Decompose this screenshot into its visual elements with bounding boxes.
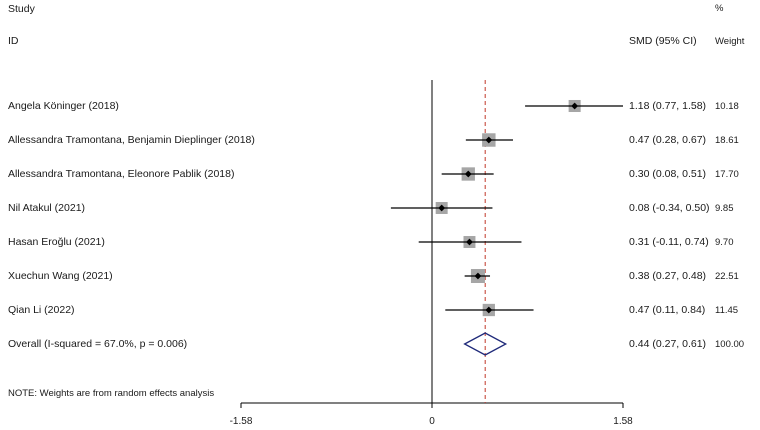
study-ci-text: 0.47 (0.11, 0.84)	[629, 304, 706, 316]
study-name: Xuechun Wang (2021)	[8, 270, 113, 282]
x-tick-label: 0	[429, 416, 435, 427]
study-ci-text: 0.31 (-0.11, 0.74)	[629, 236, 709, 248]
study-weight-text: 10.18	[715, 101, 739, 112]
study-name: Allessandra Tramontana, Benjamin Dieplin…	[8, 134, 255, 146]
study-weight-text: 17.70	[715, 169, 739, 180]
overall-weight-text: 100.00	[715, 339, 745, 350]
overall-ci-text: 0.44 (0.27, 0.61)	[629, 338, 707, 350]
study-ci-text: 0.08 (-0.34, 0.50)	[629, 202, 710, 214]
study-point-estimate	[485, 136, 493, 144]
overall-label: Overall (I-squared = 67.0%, p = 0.006)	[8, 338, 188, 350]
x-tick-label: -1.58	[230, 416, 253, 427]
study-point-estimate	[438, 204, 446, 212]
weight-column-header: Weight	[715, 36, 745, 47]
study-weight-text: 9.85	[715, 203, 734, 214]
study-ci-text: 0.47 (0.28, 0.67)	[629, 134, 707, 146]
study-ci-text: 0.38 (0.27, 0.48)	[629, 270, 707, 282]
study-name: Hasan Eroğlu (2021)	[8, 236, 105, 248]
study-point-estimate	[571, 102, 579, 110]
study-point-estimate	[466, 238, 473, 246]
study-point-estimate	[474, 272, 482, 280]
study-name: Qian Li (2022)	[8, 304, 75, 316]
study-name: Nil Atakul (2021)	[8, 202, 86, 214]
study-name: Angela Köninger (2018)	[8, 100, 119, 112]
study-point-estimate	[485, 306, 493, 314]
study-ci-text: 0.30 (0.08, 0.51)	[629, 168, 707, 180]
study-weight-text: 9.70	[715, 237, 734, 248]
study-point-estimate	[464, 170, 472, 178]
study-column-header: Study	[8, 3, 35, 15]
overall-diamond	[463, 332, 508, 356]
study-weight-text: 18.61	[715, 135, 739, 146]
percent-column-header: %	[715, 3, 724, 14]
smd-column-header: SMD (95% CI)	[629, 35, 697, 47]
footnote: NOTE: Weights are from random effects an…	[8, 388, 215, 399]
study-weight-text: 22.51	[715, 271, 739, 282]
study-weight-text: 11.45	[715, 305, 739, 316]
study-ci-text: 1.18 (0.77, 1.58)	[629, 100, 707, 112]
x-tick-label: 1.58	[613, 416, 633, 427]
id-column-header: ID	[8, 35, 19, 47]
study-name: Allessandra Tramontana, Eleonore Pablik …	[8, 168, 235, 180]
